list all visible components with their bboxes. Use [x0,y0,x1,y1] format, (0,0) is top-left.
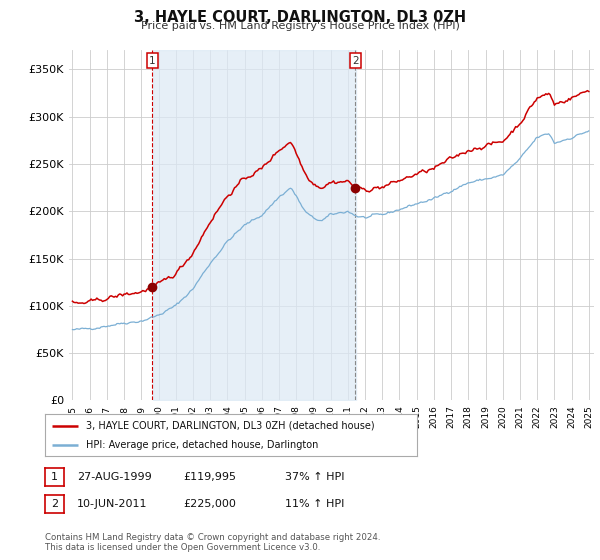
Text: 27-AUG-1999: 27-AUG-1999 [77,472,152,482]
Text: £119,995: £119,995 [183,472,236,482]
Text: Price paid vs. HM Land Registry's House Price Index (HPI): Price paid vs. HM Land Registry's House … [140,21,460,31]
Text: 1: 1 [149,55,156,66]
Text: £225,000: £225,000 [183,499,236,509]
Text: Contains HM Land Registry data © Crown copyright and database right 2024.: Contains HM Land Registry data © Crown c… [45,533,380,542]
Text: HPI: Average price, detached house, Darlington: HPI: Average price, detached house, Darl… [86,440,318,450]
Text: 2: 2 [352,55,359,66]
Text: 3, HAYLE COURT, DARLINGTON, DL3 0ZH (detached house): 3, HAYLE COURT, DARLINGTON, DL3 0ZH (det… [86,421,374,431]
Text: 3, HAYLE COURT, DARLINGTON, DL3 0ZH: 3, HAYLE COURT, DARLINGTON, DL3 0ZH [134,10,466,25]
Text: 37% ↑ HPI: 37% ↑ HPI [285,472,344,482]
Text: This data is licensed under the Open Government Licence v3.0.: This data is licensed under the Open Gov… [45,543,320,552]
Text: 10-JUN-2011: 10-JUN-2011 [77,499,148,509]
Text: 1: 1 [51,472,58,482]
Text: 2: 2 [51,499,58,509]
Text: 11% ↑ HPI: 11% ↑ HPI [285,499,344,509]
